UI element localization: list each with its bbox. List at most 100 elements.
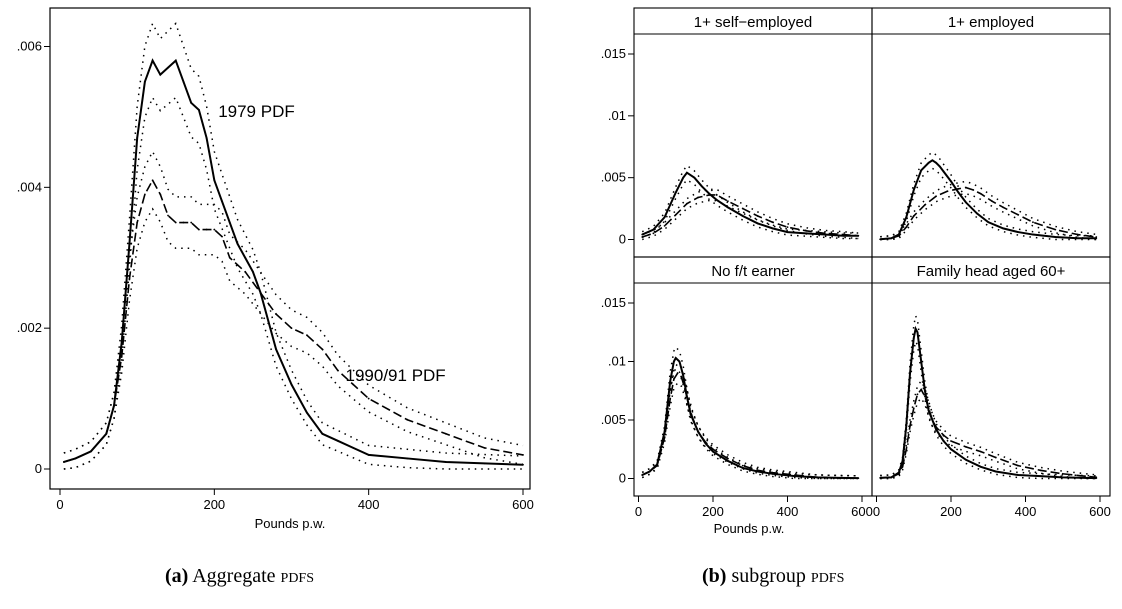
series-a-dash-point bbox=[205, 228, 208, 231]
series-b-solid-point bbox=[857, 477, 860, 480]
series-b-solid-point bbox=[693, 176, 696, 179]
series-b-dash-point bbox=[946, 190, 949, 193]
series-b-dash-point bbox=[771, 221, 774, 224]
series-a-dash-point bbox=[259, 292, 262, 294]
series-b-solid-point bbox=[641, 233, 644, 236]
series-b-solid-point bbox=[727, 206, 729, 209]
series-b-dash-point bbox=[652, 232, 655, 235]
series-a-solid-point bbox=[198, 108, 200, 111]
series-a-dash-point bbox=[74, 457, 77, 460]
series-b-solid-point bbox=[935, 428, 937, 431]
series-b-solid-point bbox=[912, 189, 915, 191]
x-tick-label-b: 600 bbox=[851, 504, 873, 519]
series-b-dash-point bbox=[697, 196, 699, 199]
series-a-dash-point bbox=[483, 446, 486, 449]
x-tick-label-b: 400 bbox=[1015, 504, 1037, 519]
series-a-solid-point bbox=[136, 137, 139, 139]
y-tick-label-a: .004 bbox=[17, 179, 42, 194]
caption-b-tag: (b) bbox=[702, 565, 727, 587]
panel-frame bbox=[633, 7, 873, 258]
series-b-dash-point bbox=[965, 186, 967, 189]
series-a-dash-point bbox=[198, 228, 200, 231]
panel-4: Family head aged 60+ 0 200 400 600 bbox=[871, 256, 1111, 519]
x-tick-label-b: 0 bbox=[873, 504, 880, 519]
panel-title: 1+ employed bbox=[948, 14, 1034, 31]
series-b-solid-point bbox=[965, 458, 967, 461]
series-b-solid-line bbox=[880, 159, 1097, 241]
series-b-dash-point bbox=[957, 187, 960, 190]
series-b-solid-point bbox=[727, 460, 729, 462]
caption-b: (b) subgroup pdfs bbox=[702, 565, 844, 588]
series-b-solid-point bbox=[756, 470, 759, 473]
series-b-solid-point bbox=[987, 221, 990, 224]
series-b-solid-upper-band bbox=[641, 164, 859, 234]
series-b-solid-point bbox=[656, 463, 659, 466]
series-b-dash-point bbox=[741, 207, 744, 210]
series-b-dash-point bbox=[1017, 464, 1019, 467]
series-b-solid-point bbox=[914, 327, 917, 330]
series-b-solid-point bbox=[950, 180, 952, 183]
series-a-solid-point bbox=[244, 256, 247, 259]
series-b-solid-point bbox=[700, 185, 703, 188]
series-a-solid-point bbox=[213, 179, 216, 182]
y-tick-label-a: .006 bbox=[17, 39, 42, 54]
series-a-dash-point bbox=[120, 355, 123, 358]
series-b-solid-point bbox=[682, 176, 685, 179]
series-b-solid-point bbox=[942, 440, 945, 442]
series-b-dash-point bbox=[1032, 221, 1034, 224]
series-b-solid-line bbox=[641, 171, 859, 237]
series-a-solid-upper-band bbox=[63, 21, 524, 457]
chart-subgroup-pdfs: 1+ self−employed 0 .005 .01 .015 1+ employed N… bbox=[601, 7, 1111, 536]
series-a-solid-point bbox=[120, 341, 123, 344]
y-tick-label-b: .015 bbox=[601, 295, 626, 310]
series-b-dash-upper-band bbox=[641, 362, 859, 477]
panel-3: No f/t earner 0 .005 .01 .015 0 200 400 600 bbox=[601, 256, 873, 519]
series-b-solid-point bbox=[901, 460, 904, 462]
series-b-solid-point bbox=[715, 199, 718, 201]
series-a-dash-point bbox=[143, 193, 146, 196]
series-a-dash-point bbox=[444, 432, 447, 435]
series-a-dash-point bbox=[522, 454, 524, 456]
panel-frame bbox=[871, 256, 1111, 497]
series-b-dash-point bbox=[674, 213, 677, 216]
annotation-a: 1990/91 PDF bbox=[346, 366, 446, 385]
series-b-solid-point bbox=[708, 192, 711, 195]
series-a-solid-point bbox=[159, 73, 162, 76]
series-b-dash-point bbox=[909, 424, 911, 427]
series-a-dash-point bbox=[62, 461, 65, 463]
series-b-solid-point bbox=[897, 233, 900, 236]
series-a-solid-point bbox=[221, 200, 223, 203]
series-b-dash-point bbox=[950, 440, 952, 442]
series-b-solid-line bbox=[641, 356, 859, 480]
series-b-dash-point bbox=[676, 372, 679, 375]
series-b-dash-point bbox=[1017, 213, 1019, 216]
series-b-dash-point bbox=[741, 464, 744, 467]
series-b-solid-point bbox=[1061, 476, 1064, 479]
y-tick-label-b: .005 bbox=[601, 170, 626, 185]
series-b-solid-point bbox=[938, 165, 941, 168]
series-b-solid-point bbox=[942, 170, 945, 173]
series-b-dash-point bbox=[924, 203, 926, 206]
y-tick-label-b: .015 bbox=[601, 46, 626, 61]
series-a-solid-point bbox=[182, 80, 185, 83]
series-a-dash-point bbox=[221, 235, 223, 238]
series-a-solid-point bbox=[143, 80, 146, 83]
series-b-solid-point bbox=[927, 161, 930, 164]
series-b-dash-point bbox=[912, 215, 915, 217]
series-b-solid-point bbox=[1032, 233, 1034, 236]
series-a-dash-point bbox=[159, 193, 162, 196]
series-b-solid-point bbox=[686, 171, 688, 174]
series-a-solid-point bbox=[290, 383, 293, 386]
series-a-solid-point bbox=[444, 461, 447, 463]
series-b-solid-point bbox=[756, 222, 759, 225]
x-tick-label-b: 600 bbox=[1089, 504, 1111, 519]
series-b-solid-lower-band bbox=[641, 178, 859, 240]
y-tick-label-b: .01 bbox=[608, 108, 626, 123]
series-b-dash-point bbox=[1084, 475, 1086, 478]
series-b-dash-point bbox=[686, 202, 688, 205]
series-b-dash-point bbox=[935, 195, 937, 198]
panel-title: No f/t earner bbox=[711, 263, 794, 280]
series-b-dash-point bbox=[905, 226, 908, 229]
series-b-dash-point bbox=[727, 457, 729, 460]
series-b-solid-point bbox=[1054, 236, 1057, 238]
